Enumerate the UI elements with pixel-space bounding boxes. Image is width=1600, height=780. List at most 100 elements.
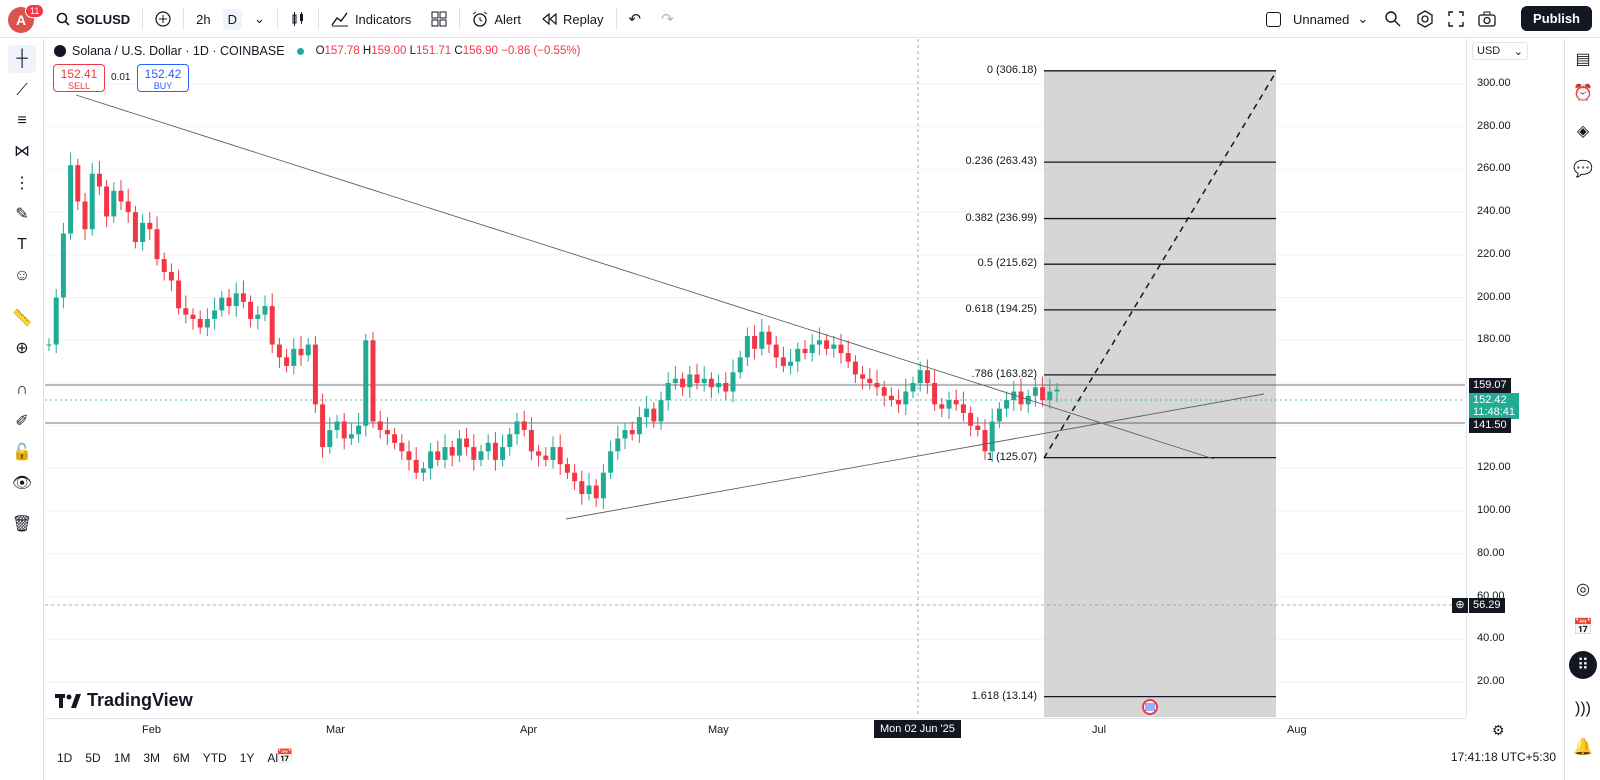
broadcast-icon: ))) xyxy=(1575,700,1591,717)
templates-button[interactable] xyxy=(423,0,455,38)
indicators-button[interactable]: Indicators xyxy=(323,0,419,38)
chats-button[interactable]: 💬 xyxy=(1569,155,1597,183)
range-button-5d[interactable]: 5D xyxy=(85,751,101,765)
divider xyxy=(142,8,144,30)
candle-body xyxy=(996,408,1002,422)
calendar-button[interactable]: 📅 xyxy=(1569,613,1597,641)
drawing-toolbar: ┼ ⟋ ≡ ⋈ ⋮ ✎ T ☺ 📏 ⊕ ∩ ✐ 🔓 👁 🗑 xyxy=(0,39,44,780)
candle-body xyxy=(953,400,959,405)
chart-type-button[interactable] xyxy=(282,0,314,38)
axis-settings-gear-icon[interactable]: ⚙ xyxy=(1492,722,1505,738)
stay-drawing-tool[interactable]: ✐ xyxy=(8,407,36,435)
candle-body xyxy=(1018,391,1024,405)
undo-button[interactable]: ↶ xyxy=(621,0,650,38)
current-price-value: 152.42 xyxy=(1473,394,1507,406)
candle-body xyxy=(341,421,347,439)
text-tool[interactable]: T xyxy=(8,231,36,259)
crosshair-icon: ┼ xyxy=(16,50,28,67)
layout-checkbox[interactable] xyxy=(1266,11,1281,27)
ruler-icon: 📏 xyxy=(12,310,32,327)
streams-button[interactable]: ))) xyxy=(1569,695,1597,723)
fullscreen-icon[interactable] xyxy=(1448,11,1464,27)
right-sidebar: ▤ ⏰ ◈ 💬 ◎ 📅 ⠿ ))) 🔔 xyxy=(1564,39,1600,780)
products-button[interactable]: ⠿ xyxy=(1569,651,1597,679)
clock[interactable]: 17:41:18 UTC+5:30 xyxy=(1450,750,1556,764)
interval-dropdown[interactable]: ⌄ xyxy=(246,0,273,38)
brush-icon: ✎ xyxy=(15,206,29,223)
sell-button[interactable]: 152.41 SELL xyxy=(53,64,105,92)
range-button-1y[interactable]: 1Y xyxy=(239,751,255,765)
price-axis[interactable]: 300.00 280.00 260.00 240.00 220.00 200.00 180.… xyxy=(1466,39,1564,717)
chevron-down-icon[interactable]: ⌄ xyxy=(1357,11,1369,26)
range-button-3m[interactable]: 3M xyxy=(143,751,161,765)
candle-body xyxy=(622,429,628,439)
range-button-ytd[interactable]: YTD xyxy=(202,751,227,765)
pattern-icon: ⋈ xyxy=(14,143,30,160)
range-button-6m[interactable]: 6M xyxy=(173,751,190,765)
notifications-button[interactable]: 🔔 xyxy=(1569,733,1597,761)
alarm-clock-icon xyxy=(473,11,488,27)
candle-body xyxy=(658,400,664,422)
range-button-all[interactable]: All xyxy=(267,751,281,765)
redo-button[interactable]: ↷ xyxy=(653,0,682,38)
date-range-calendar-icon[interactable]: 📅 xyxy=(276,748,294,764)
publish-button[interactable]: Publish xyxy=(1521,6,1592,31)
zoom-tool[interactable]: ⊕ xyxy=(8,334,36,362)
price-tick: 220.00 xyxy=(1477,247,1511,260)
watchlist-button[interactable]: ▤ xyxy=(1569,45,1597,73)
candle-body xyxy=(68,165,74,234)
interval-2h-button[interactable]: 2h xyxy=(188,0,218,38)
crosshair-price-label: 56.29 xyxy=(1469,598,1505,613)
hide-drawings-tool[interactable]: 👁 xyxy=(8,469,36,497)
settings-gear-icon[interactable] xyxy=(1416,10,1434,28)
range-button-1d[interactable]: 1D xyxy=(57,751,73,765)
price-tick: 280.00 xyxy=(1477,119,1511,132)
apps-grid-icon: ⠿ xyxy=(1577,657,1589,674)
candle-body xyxy=(917,370,923,383)
candle-body xyxy=(939,404,945,409)
candles-icon xyxy=(292,12,303,26)
replay-button[interactable]: Replay xyxy=(533,0,611,38)
quick-search-icon[interactable] xyxy=(1384,10,1402,28)
trend-line-tool[interactable]: ⟋ xyxy=(8,77,36,105)
emoji-tool[interactable]: ☺ xyxy=(8,262,36,290)
candle-body xyxy=(968,412,974,426)
projection-line xyxy=(1043,71,1277,459)
patterns-tool[interactable]: ⋈ xyxy=(8,137,36,165)
camera-icon[interactable] xyxy=(1478,11,1496,27)
brush-tool[interactable]: ✎ xyxy=(8,200,36,228)
candle-body xyxy=(788,361,794,366)
level-159-label: 159.07 xyxy=(1469,378,1511,393)
buy-button[interactable]: 152.42 BUY xyxy=(137,64,189,92)
currency-select[interactable]: USD ⌄ xyxy=(1472,42,1528,60)
add-alert-plus-icon[interactable]: ⊕ xyxy=(1452,598,1468,613)
crosshair-tool[interactable]: ┼ xyxy=(8,45,36,73)
measure-tool[interactable]: 📏 xyxy=(8,304,36,332)
data-window-button[interactable]: ◎ xyxy=(1569,575,1597,603)
layout-name[interactable]: Unnamed xyxy=(1293,11,1350,27)
candle-body xyxy=(485,442,491,452)
interval-active-label: D xyxy=(227,11,238,27)
symbol-name: SOLUSD xyxy=(76,11,131,27)
time-axis[interactable]: Feb Mar Apr May Jul Aug xyxy=(45,718,1466,740)
candle-body xyxy=(881,387,887,396)
symbol-search-button[interactable]: SOLUSD xyxy=(48,0,138,38)
remove-drawings-tool[interactable]: 🗑 xyxy=(8,510,36,538)
time-tick: Aug xyxy=(1287,724,1307,736)
candle-body xyxy=(226,297,232,307)
candle-body xyxy=(53,297,59,345)
price-chart[interactable] xyxy=(45,39,1465,717)
interval-d-button[interactable]: D xyxy=(222,8,243,30)
forecast-tool[interactable]: ⋮ xyxy=(8,169,36,197)
alerts-button[interactable]: ⏰ xyxy=(1569,79,1597,107)
lock-drawings-tool[interactable]: 🔓 xyxy=(8,438,36,466)
legend-title[interactable]: Solana / U.S. Dollar · 1D · COINBASE xyxy=(72,44,285,58)
price-tick: 200.00 xyxy=(1477,290,1511,303)
tradingview-logo[interactable]: TradingView xyxy=(55,690,193,711)
object-tree-button[interactable]: ◈ xyxy=(1569,117,1597,145)
range-button-1m[interactable]: 1M xyxy=(113,751,131,765)
alert-button[interactable]: Alert xyxy=(464,0,529,38)
fib-tool[interactable]: ≡ xyxy=(8,107,36,135)
compare-symbol-button[interactable] xyxy=(147,0,179,38)
magnet-tool[interactable]: ∩ xyxy=(8,376,36,404)
